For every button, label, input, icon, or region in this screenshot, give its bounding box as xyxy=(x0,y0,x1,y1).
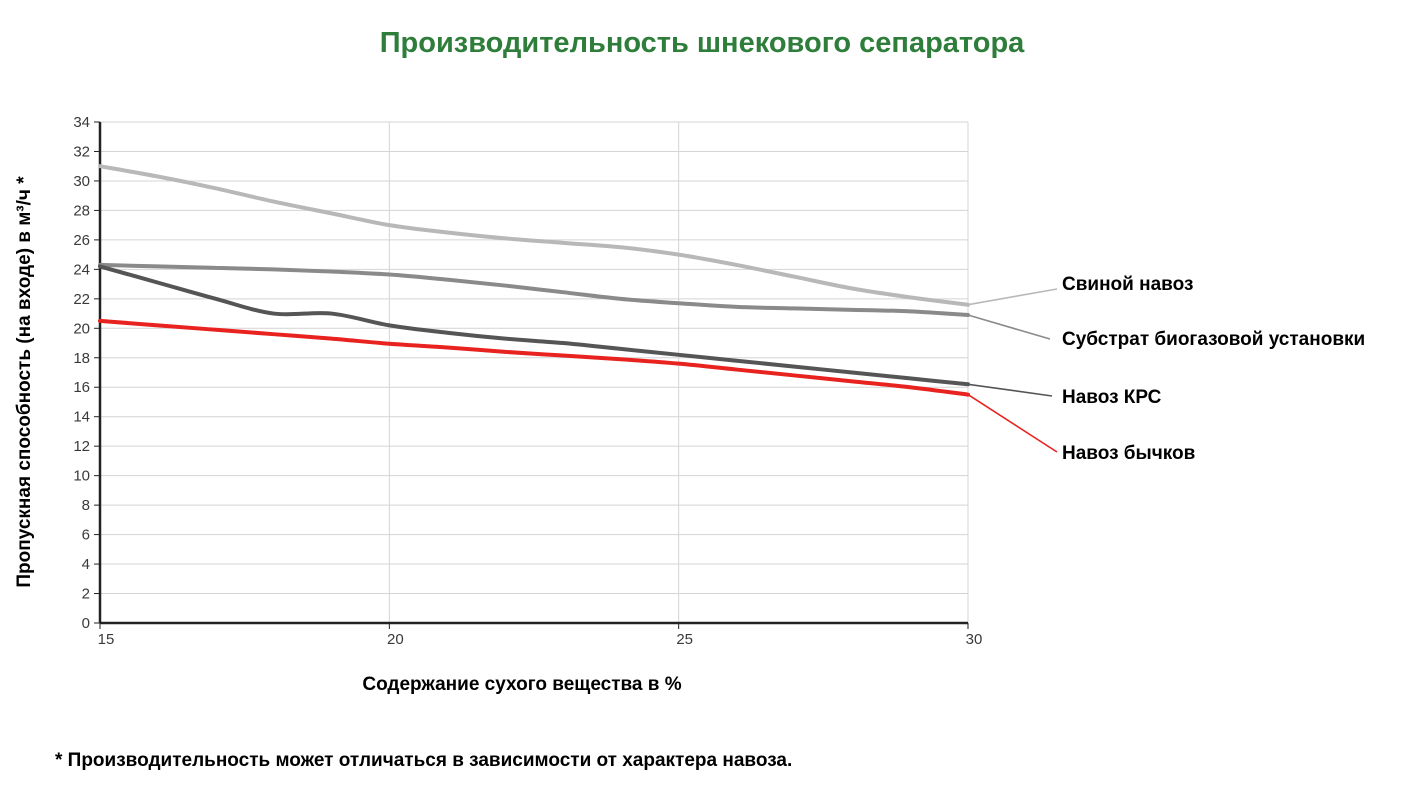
legend-leader-2 xyxy=(967,314,1051,340)
chart-title: Производительность шнекового сепаратора xyxy=(380,27,1025,59)
y-tick-label: 22 xyxy=(73,291,90,308)
x-tick-labels: 15 20 25 30 xyxy=(98,631,983,648)
series-line-2 xyxy=(98,262,970,318)
y-axis-label: Пропускная способность (на входе) в м³/ч… xyxy=(14,176,35,588)
y-tick-label: 20 xyxy=(73,320,90,337)
x-tick-label: 25 xyxy=(676,631,693,648)
y-tick-label: 18 xyxy=(73,350,90,367)
axes xyxy=(94,121,969,629)
series-line-4 xyxy=(98,318,970,397)
y-tick-label: 30 xyxy=(73,173,90,190)
x-tick-label: 30 xyxy=(966,631,983,648)
y-tick-label: 0 xyxy=(82,615,90,632)
x-axis-label: Содержание сухого вещества в % xyxy=(362,674,681,695)
y-tick-label: 12 xyxy=(73,438,90,455)
legend: Свиной навоз Субстрат биогазовой установк… xyxy=(967,274,1365,464)
y-tick-label: 28 xyxy=(73,202,90,219)
y-tick-label: 2 xyxy=(82,586,90,603)
y-tick-label: 26 xyxy=(73,232,90,249)
y-tick-label: 16 xyxy=(73,379,90,396)
legend-label-4: Навоз бычков xyxy=(1062,443,1195,464)
legend-label-1: Свиной навоз xyxy=(1062,274,1193,295)
y-tick-label: 10 xyxy=(73,468,90,485)
y-tick-label: 24 xyxy=(73,261,90,278)
legend-label-3: Навоз КРС xyxy=(1062,387,1162,408)
footnote: * Производительность может отличаться в … xyxy=(55,750,792,771)
legend-leader-3 xyxy=(967,383,1053,397)
y-tick-label: 34 xyxy=(73,114,90,131)
y-tick-label: 32 xyxy=(73,143,90,160)
y-tick-label: 4 xyxy=(82,556,90,573)
y-tick-label: 14 xyxy=(73,409,90,426)
y-tick-label: 6 xyxy=(82,527,90,544)
series-line-3 xyxy=(98,264,970,387)
y-tick-label: 8 xyxy=(82,497,90,514)
x-tick-label: 15 xyxy=(98,631,115,648)
series-lines xyxy=(98,164,970,397)
legend-label-2: Субстрат биогазовой установки xyxy=(1062,329,1365,350)
x-tick-label: 20 xyxy=(387,631,404,648)
series-line-1 xyxy=(98,164,970,307)
legend-leader-4 xyxy=(967,393,1058,453)
legend-leader-1 xyxy=(967,288,1058,306)
